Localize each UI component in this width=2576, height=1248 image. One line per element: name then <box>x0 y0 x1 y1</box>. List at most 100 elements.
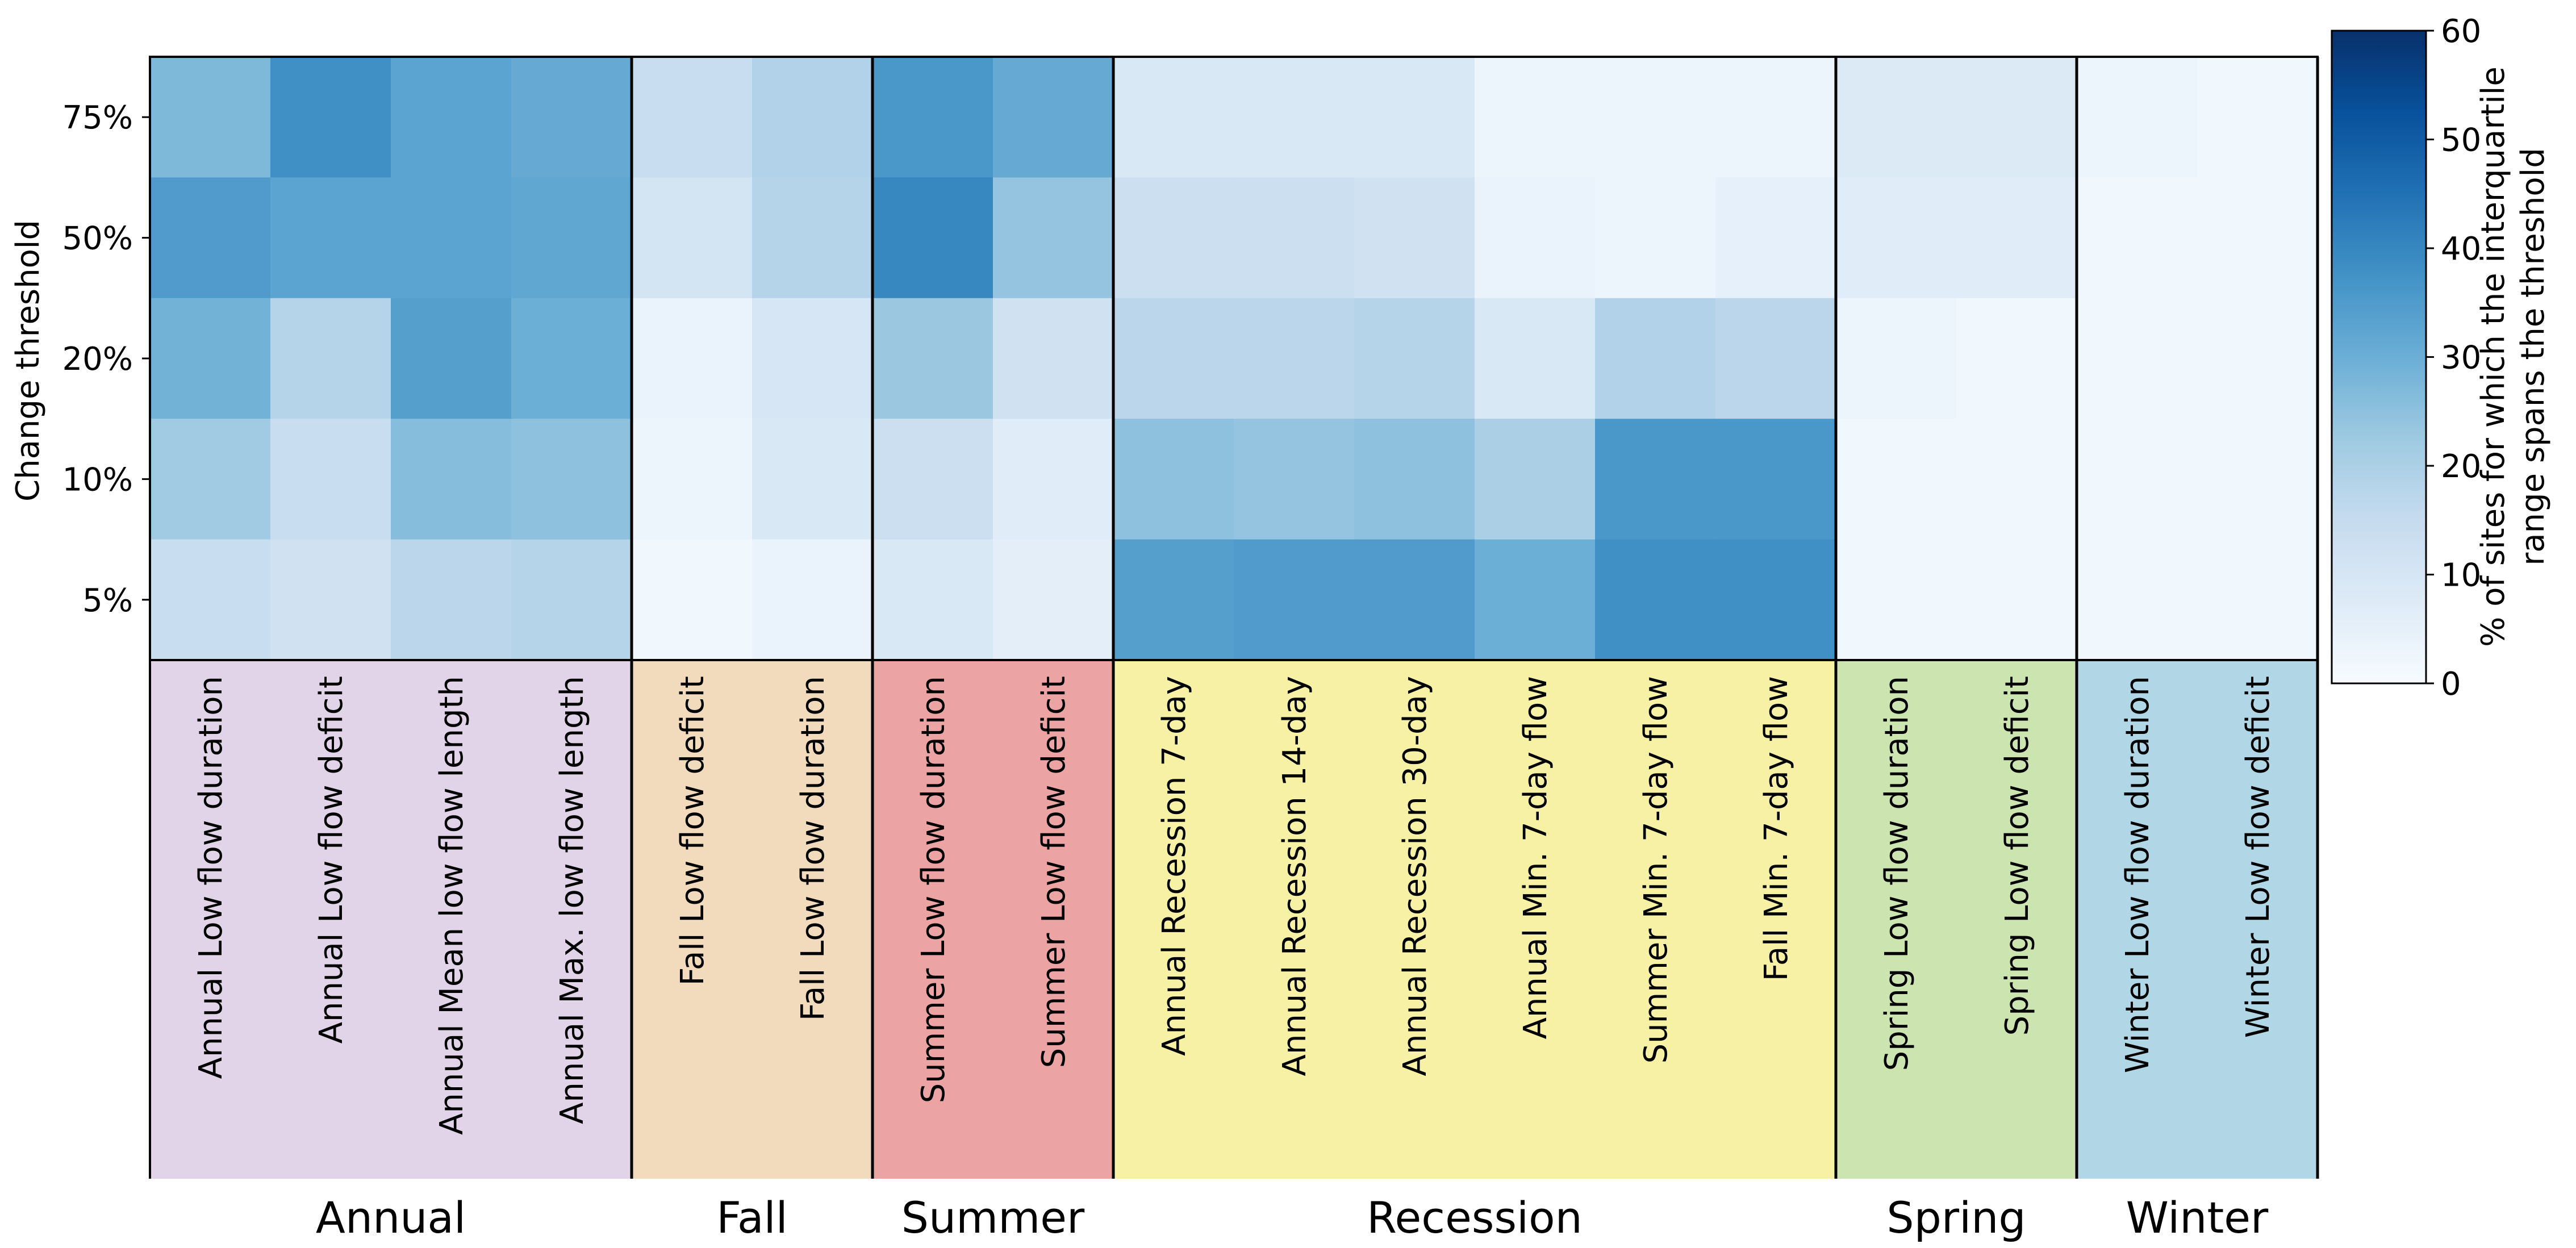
colorbar-gradient <box>2331 30 2427 684</box>
heatmap-cell <box>1836 539 1957 661</box>
heatmap-cell <box>993 57 1114 178</box>
heatmap-cell <box>1595 419 1716 540</box>
x-tick-label: Fall Min. 7-day flow <box>1758 676 1795 981</box>
heatmap-cell <box>1715 419 1836 540</box>
y-tick-label: 20% <box>62 341 133 378</box>
heatmap-cell <box>752 539 873 661</box>
heatmap-cell <box>1956 539 2077 661</box>
heatmap-cell <box>150 539 271 661</box>
heatmap-cell <box>2197 419 2318 540</box>
x-tick-label: Fall Low flow deficit <box>674 676 711 986</box>
heatmap-cell <box>391 57 512 178</box>
heatmap-cell <box>270 177 391 299</box>
heatmap-cell <box>632 57 753 178</box>
x-tick-label: Annual Mean low flow length <box>433 676 470 1135</box>
colorbar: 0 10 20 30 40 50 60 % of sites for which the in… <box>2331 13 2552 703</box>
heatmap-cell <box>1836 57 1957 178</box>
heatmap-cell <box>993 539 1114 661</box>
heatmap-cell <box>150 298 271 419</box>
heatmap-cell <box>1956 177 2077 299</box>
heatmap-cell <box>752 298 873 419</box>
heatmap-cell <box>993 298 1114 419</box>
heatmap-cell <box>2077 298 2198 419</box>
heatmap-cell <box>1956 57 2077 178</box>
heatmap-cell <box>1234 177 1355 299</box>
x-tick-label: Fall Low flow duration <box>795 676 832 1021</box>
x-axis-labels: Annual Low flow duration Annual Low flow … <box>193 676 2277 1135</box>
heatmap-cell <box>1113 298 1234 419</box>
x-tick-label: Winter Low flow duration <box>2119 676 2156 1073</box>
colorbar-tick-label: 20 <box>2441 448 2481 485</box>
group-background-layer <box>150 660 2318 1179</box>
heatmap-cell <box>1595 298 1716 419</box>
group-label-fall: Fall <box>716 1192 788 1243</box>
y-tick-label: 50% <box>62 220 133 257</box>
heatmap-cell <box>1595 539 1716 661</box>
heatmap-cell <box>511 298 632 419</box>
heatmap-cell <box>150 177 271 299</box>
heatmap-cell <box>2197 57 2318 178</box>
group-panel-annual <box>150 660 632 1179</box>
heatmap-cell <box>1595 57 1716 178</box>
heatmap-cell <box>1475 57 1596 178</box>
heatmap-cell <box>632 177 753 299</box>
heatmap-cell <box>270 419 391 540</box>
heatmap-cell <box>1956 298 2077 419</box>
heatmap-cell <box>511 177 632 299</box>
heatmap-cell <box>993 419 1114 540</box>
heatmap-cell <box>270 298 391 419</box>
heatmap-cell <box>1113 419 1234 540</box>
heatmap-cell <box>1113 177 1234 299</box>
group-label-spring: Spring <box>1886 1192 2026 1243</box>
heatmap-cell <box>1475 177 1596 299</box>
y-tick-label: 10% <box>62 461 133 498</box>
heatmap-cell <box>511 419 632 540</box>
group-panel-recession <box>1113 660 1836 1179</box>
heatmap-cell <box>1234 298 1355 419</box>
group-panel-fall <box>632 660 872 1179</box>
group-label-annual: Annual <box>316 1192 466 1243</box>
heatmap-cell <box>1836 419 1957 540</box>
heatmap-cell <box>391 419 512 540</box>
colorbar-label: % of sites for which the interquartile <box>2475 66 2512 647</box>
heatmap-cell <box>2197 298 2318 419</box>
x-tick-label: Annual Min. 7-day flow <box>1517 676 1554 1039</box>
group-label-recession: Recession <box>1367 1192 1583 1243</box>
heatmap-cell <box>872 419 993 540</box>
heatmap-cell <box>993 177 1114 299</box>
heatmap-cell <box>511 539 632 661</box>
colorbar-tick-label: 10 <box>2441 557 2481 594</box>
heatmap-cell <box>391 539 512 661</box>
heatmap-cell <box>2077 419 2198 540</box>
colorbar-tick-label: 0 <box>2441 666 2461 703</box>
heatmap-cell <box>1354 419 1475 540</box>
heatmap-cell <box>1234 539 1355 661</box>
heatmap-cell <box>391 298 512 419</box>
heatmap-cell <box>872 177 993 299</box>
heatmap-cell <box>872 57 993 178</box>
group-panel-summer <box>872 660 1113 1179</box>
heatmap-cell <box>1715 298 1836 419</box>
x-tick-label: Annual Low flow duration <box>193 676 229 1079</box>
x-tick-label: Summer Low flow duration <box>915 676 952 1103</box>
group-label-winter: Winter <box>2126 1192 2269 1243</box>
heatmap-cell <box>1836 298 1957 419</box>
heatmap-cell <box>391 177 512 299</box>
heatmap-cell <box>2197 539 2318 661</box>
x-tick-label: Annual Low flow deficit <box>313 676 350 1044</box>
heatmap-cell <box>1715 539 1836 661</box>
group-labels: Annual Fall Summer Recession Spring Winter <box>316 1192 2269 1243</box>
group-label-summer: Summer <box>901 1192 1085 1243</box>
heatmap-cell <box>1113 57 1234 178</box>
heatmap-cell <box>1715 57 1836 178</box>
heatmap-cell <box>1475 419 1596 540</box>
heatmap-cell <box>632 539 753 661</box>
group-panel-winter <box>2077 660 2318 1179</box>
heatmap-cell <box>752 57 873 178</box>
heatmap-cell <box>270 57 391 178</box>
colorbar-tick-label: 60 <box>2441 13 2481 50</box>
y-tick-label: 75% <box>62 99 133 136</box>
heatmap-cell <box>150 419 271 540</box>
heatmap-cell <box>632 419 753 540</box>
